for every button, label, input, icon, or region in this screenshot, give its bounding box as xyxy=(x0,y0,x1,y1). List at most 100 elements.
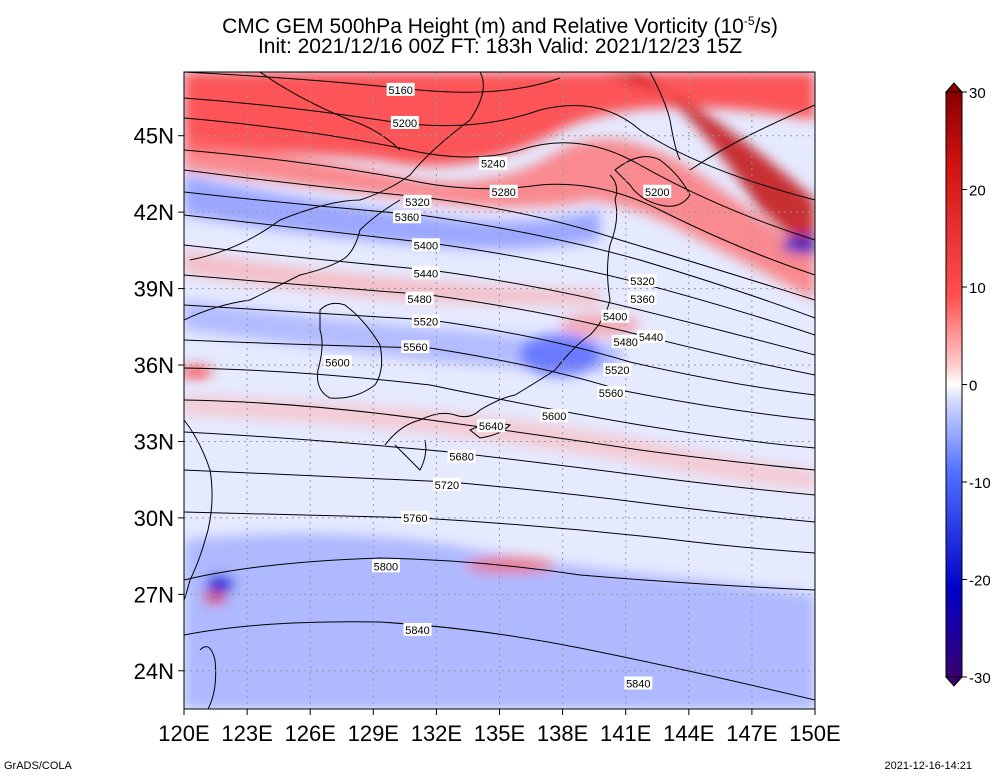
coast-sakhalin xyxy=(649,72,681,161)
contour-label-text: 5440 xyxy=(639,332,663,344)
chart-title-line1: CMC GEM 500hPa Height (m) and Relative V… xyxy=(0,8,1000,40)
lon-tick-label: 135E xyxy=(474,721,525,746)
lon-tick-label: 144E xyxy=(663,721,714,746)
lat-tick-label: 45N xyxy=(134,124,174,149)
coast-hokkaido xyxy=(614,156,691,207)
contour-label-text: 5760 xyxy=(403,513,427,525)
negative-vorticity-japan xyxy=(520,333,600,377)
contour-label: 5160 xyxy=(386,82,415,97)
footer-timestamp: 2021-12-16-14:21 xyxy=(884,760,972,772)
contour-5720 xyxy=(184,469,815,523)
contour-label: 5480 xyxy=(405,291,434,306)
contour-label-text: 5720 xyxy=(435,480,459,492)
colorbar-tick-label: 10 xyxy=(969,280,986,297)
coast-border-north xyxy=(259,72,401,151)
contour-5240 xyxy=(184,117,815,241)
contour-label-bg xyxy=(540,408,569,422)
contour-label-bg xyxy=(596,386,625,400)
contour-label-bg xyxy=(643,184,672,198)
contour-label-text: 5360 xyxy=(395,212,419,224)
coast-japan-honshu xyxy=(384,174,618,446)
contour-5320 xyxy=(184,169,815,301)
positive-vorticity-west-edge xyxy=(184,366,212,378)
lat-tick-label: 24N xyxy=(134,659,174,684)
contour-label-text: 5400 xyxy=(603,312,627,324)
contour-label: 5320 xyxy=(628,273,657,288)
title-exponent: -5 xyxy=(743,14,755,28)
contour-label-bg xyxy=(628,273,657,287)
contour-label-bg xyxy=(403,194,432,208)
contour-5840 xyxy=(184,621,815,701)
colorbar-tick-label: 0 xyxy=(969,378,977,395)
negative-vorticity-band-mid xyxy=(184,300,620,370)
contour-label: 5440 xyxy=(411,266,440,280)
negative-vorticity-core-ne xyxy=(782,237,815,253)
contour-5640 xyxy=(184,399,815,471)
contour-5480 xyxy=(184,274,815,376)
chart-title-line2: Init: 2021/12/16 00Z FT: 183h Valid: 202… xyxy=(257,35,743,58)
colorbar-tick-label: 20 xyxy=(969,183,986,200)
contour-label-bg xyxy=(386,82,415,96)
negative-vorticity-core xyxy=(206,576,234,592)
contour-label: 5440 xyxy=(636,329,665,344)
contour-label-text: 5800 xyxy=(374,561,398,573)
lat-tick-label: 33N xyxy=(134,429,174,454)
contour-label: 5400 xyxy=(601,309,630,324)
contour-label-text: 5560 xyxy=(599,388,623,400)
contour-label: 5240 xyxy=(479,156,508,171)
lat-tick-label: 42N xyxy=(134,200,174,225)
lon-tick-label: 123E xyxy=(221,721,272,746)
coast-taiwan xyxy=(199,646,217,709)
coast-bohai xyxy=(184,199,401,321)
height-contours xyxy=(184,72,815,701)
coast-china-east xyxy=(184,419,213,601)
contour-label: 5200 xyxy=(390,115,419,130)
contour-label-bg xyxy=(603,363,632,377)
contour-label-text: 5480 xyxy=(613,337,637,349)
lat-tick-label: 27N xyxy=(134,582,174,607)
contour-label-text: 5520 xyxy=(414,317,438,329)
coast-kyushu xyxy=(394,439,427,471)
contour-label-bg xyxy=(411,238,440,252)
contour-label-bg xyxy=(411,266,440,280)
contour-label-bg xyxy=(392,210,421,224)
colorbar-tick-label: -20 xyxy=(969,573,991,590)
contour-label-text: 5240 xyxy=(481,159,505,171)
contour-label-bg xyxy=(405,291,434,305)
colorbar-tick-label: 30 xyxy=(969,85,986,102)
contour-label: 5400 xyxy=(411,238,440,252)
contour-label-bg xyxy=(636,329,665,343)
colorbar-top-arrow xyxy=(944,82,964,93)
title-suffix: /s) xyxy=(754,15,778,38)
contour-label-text: 5680 xyxy=(449,452,473,464)
contour-label-text: 5640 xyxy=(479,421,503,433)
contour-label-bg xyxy=(411,314,440,328)
contour-label-text: 5600 xyxy=(325,357,349,369)
contour-5600 xyxy=(184,367,815,449)
contour-label-bg xyxy=(477,419,506,433)
colorbar: 30 20 10 0 -10 -20 -30 xyxy=(944,82,991,687)
contour-label: 5640 xyxy=(477,419,506,433)
contour-5200 xyxy=(184,97,815,201)
contour-label-bg xyxy=(390,115,419,129)
coast-kurils xyxy=(689,104,815,171)
contour-label-bg xyxy=(401,340,430,354)
contour-label: 5680 xyxy=(447,449,476,464)
contour-label-text: 5520 xyxy=(605,365,629,377)
contour-label: 5760 xyxy=(401,510,430,525)
negative-vorticity-band-south xyxy=(184,533,815,709)
contour-label-text: 5200 xyxy=(645,187,669,199)
coast-mainland-north xyxy=(189,72,484,261)
lon-tick-label: 141E xyxy=(600,721,651,746)
contour-label: 5560 xyxy=(596,386,625,400)
colorbar-bottom-arrow xyxy=(944,676,964,687)
contour-label-bg xyxy=(479,156,508,170)
contour-label-text: 5840 xyxy=(626,679,650,691)
contour-label-bg xyxy=(432,477,461,491)
contour-label: 5280 xyxy=(489,184,518,199)
longitude-axis: 120E 123E 126E 129E 132E 135E 138E 141E 144E 147E… xyxy=(158,709,841,746)
colorbar-tick-label: -30 xyxy=(969,670,991,687)
contour-label-bg xyxy=(611,335,640,349)
contour-5280 xyxy=(184,149,815,276)
